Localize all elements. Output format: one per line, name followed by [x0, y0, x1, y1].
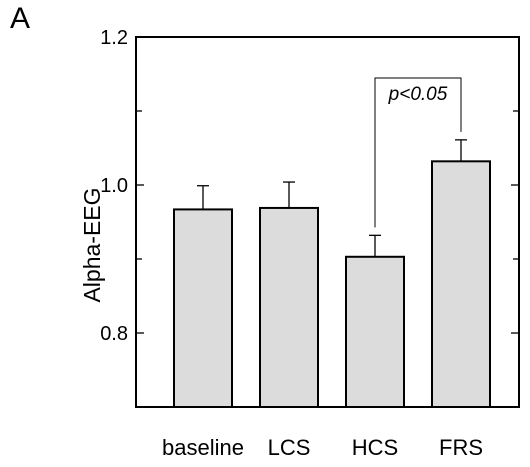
x-tick-label-frs: FRS: [439, 435, 483, 460]
significance-bracket: [374, 77, 462, 228]
x-tick-label-baseline: baseline: [162, 435, 244, 460]
error-bars-group: [197, 139, 467, 257]
x-tick-labels: baseline LCS HCS FRS: [162, 435, 483, 460]
bar-frs: [431, 160, 491, 408]
bar-hcs: [345, 255, 405, 408]
y-tick-label: 1.2: [100, 27, 128, 49]
x-tick-label-lcs: LCS: [268, 435, 311, 460]
y-tick-label: 0.8: [100, 323, 128, 345]
x-tick-label-hcs: HCS: [352, 435, 398, 460]
significance-annotation: p<0.05: [374, 77, 462, 228]
y-tick-label: 1.0: [100, 175, 128, 197]
p-value-label: p<0.05: [388, 84, 448, 105]
plot-frame: [135, 36, 520, 408]
bar-lcs: [259, 206, 319, 408]
y-axis-label: Alpha-EEG: [79, 187, 105, 302]
bar-baseline: [173, 208, 233, 408]
panel-label: A: [10, 2, 30, 35]
bars-group: [173, 160, 491, 408]
